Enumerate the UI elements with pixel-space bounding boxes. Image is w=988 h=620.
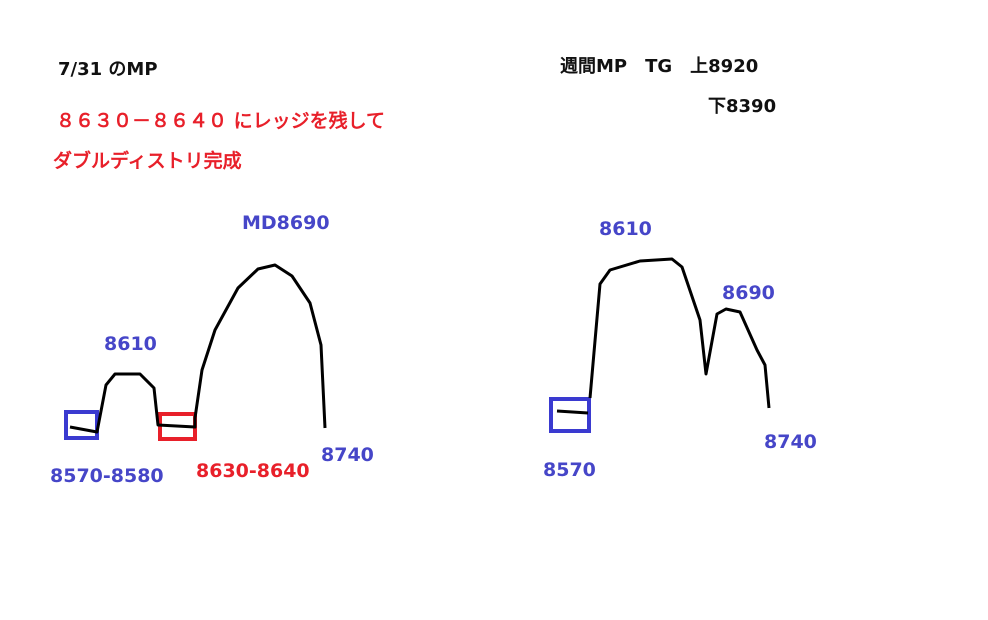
label-right-8610: 8610 — [599, 218, 652, 240]
right-title: 週間MP TG 上8920 — [560, 56, 759, 77]
label-left-low-box: 8570-8580 — [50, 465, 164, 487]
left-title: 7/31 のMP — [58, 59, 158, 80]
left-profile-curve — [69, 263, 327, 434]
label-ledge-box: 8630-8640 — [196, 460, 310, 482]
label-left-8740: 8740 — [321, 444, 374, 466]
left-note-line1: ８６３０－８６４０ にレッジを残して — [56, 110, 386, 132]
label-right-8570: 8570 — [543, 459, 596, 481]
label-right-8740: 8740 — [764, 431, 817, 453]
right-low-box — [549, 397, 591, 433]
right-target-low: 下8390 — [708, 96, 777, 117]
label-left-8610: 8610 — [104, 333, 157, 355]
label-md: MD8690 — [242, 212, 330, 234]
left-note-line2: ダブルディストリ完成 — [53, 150, 242, 172]
left-low-box — [64, 410, 99, 440]
right-profile-curve — [556, 257, 771, 415]
label-right-8690: 8690 — [722, 282, 775, 304]
